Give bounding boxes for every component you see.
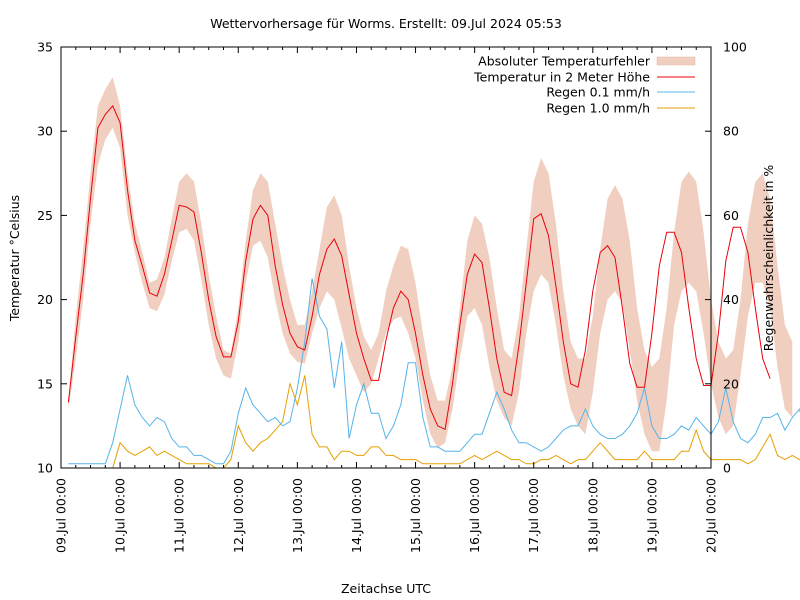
legend-label: Absoluter Temperaturfehler	[478, 54, 651, 69]
temperature-error-band	[68, 77, 793, 452]
y2-tick-label: 80	[723, 124, 739, 139]
x-tick-label: 19.Jul 00:00	[644, 478, 659, 553]
legend-item-rain-1-0: Regen 1.0 mm/h	[546, 101, 695, 116]
legend-item-rain-0-1: Regen 0.1 mm/h	[546, 85, 695, 100]
x-tick-label: 12.Jul 00:00	[231, 478, 246, 553]
x-tick-label: 20.Jul 00:00	[704, 478, 719, 553]
x-tick-label: 13.Jul 00:00	[290, 478, 305, 553]
legend-label: Temperatur in 2 Meter Höhe	[473, 70, 650, 85]
y-axis-label: Temperatur °Celsius	[7, 195, 22, 322]
x-axis-ticks: 09.Jul 00:00 10.Jul 00:00 11.Jul 00:00 12.J…	[54, 47, 719, 553]
legend-item-temperature: Temperatur in 2 Meter Höhe	[473, 70, 695, 85]
y2-tick-label: 100	[723, 40, 747, 55]
series-layer	[67, 104, 800, 469]
legend-swatch	[656, 56, 696, 66]
y-tick-label: 15	[37, 376, 53, 391]
temperature-error-band-layer	[68, 77, 793, 452]
chart-title: Wettervorhersage für Worms. Erstellt: 09…	[210, 16, 562, 31]
x-tick-label: 09.Jul 00:00	[54, 478, 69, 553]
x-tick-label: 18.Jul 00:00	[585, 478, 600, 553]
y2-tick-label: 40	[723, 292, 739, 307]
temperature-line	[67, 104, 771, 431]
y-axis-ticks: 10 15 20 25 30 35	[37, 40, 67, 476]
rain-0-1mm-line	[68, 278, 800, 465]
rain-1mm-line	[68, 375, 800, 469]
x-tick-label: 15.Jul 00:00	[408, 478, 423, 553]
x-tick-label: 10.Jul 00:00	[113, 478, 128, 553]
y-tick-label: 25	[37, 208, 53, 223]
y2-tick-label: 60	[723, 208, 739, 223]
legend-label: Regen 1.0 mm/h	[546, 101, 650, 116]
y2-tick-label: 0	[723, 461, 731, 476]
y2-axis-label: Regenwahrscheinlichkeit in %	[761, 165, 776, 352]
y-tick-label: 35	[37, 40, 53, 55]
x-tick-label: 11.Jul 00:00	[172, 478, 187, 553]
x-tick-label: 14.Jul 00:00	[349, 478, 364, 553]
y-tick-label: 20	[37, 292, 53, 307]
y2-axis-ticks: 0 20 40 60 80 100	[705, 40, 747, 476]
legend-label: Regen 0.1 mm/h	[546, 85, 650, 100]
legend-item-error-band: Absoluter Temperaturfehler	[478, 54, 696, 69]
x-tick-label: 16.Jul 00:00	[467, 478, 482, 553]
y-tick-label: 10	[37, 461, 53, 476]
x-axis-label: Zeitachse UTC	[341, 581, 431, 596]
y2-tick-label: 20	[723, 376, 739, 391]
x-tick-label: 17.Jul 00:00	[526, 478, 541, 553]
y-tick-label: 30	[37, 124, 53, 139]
